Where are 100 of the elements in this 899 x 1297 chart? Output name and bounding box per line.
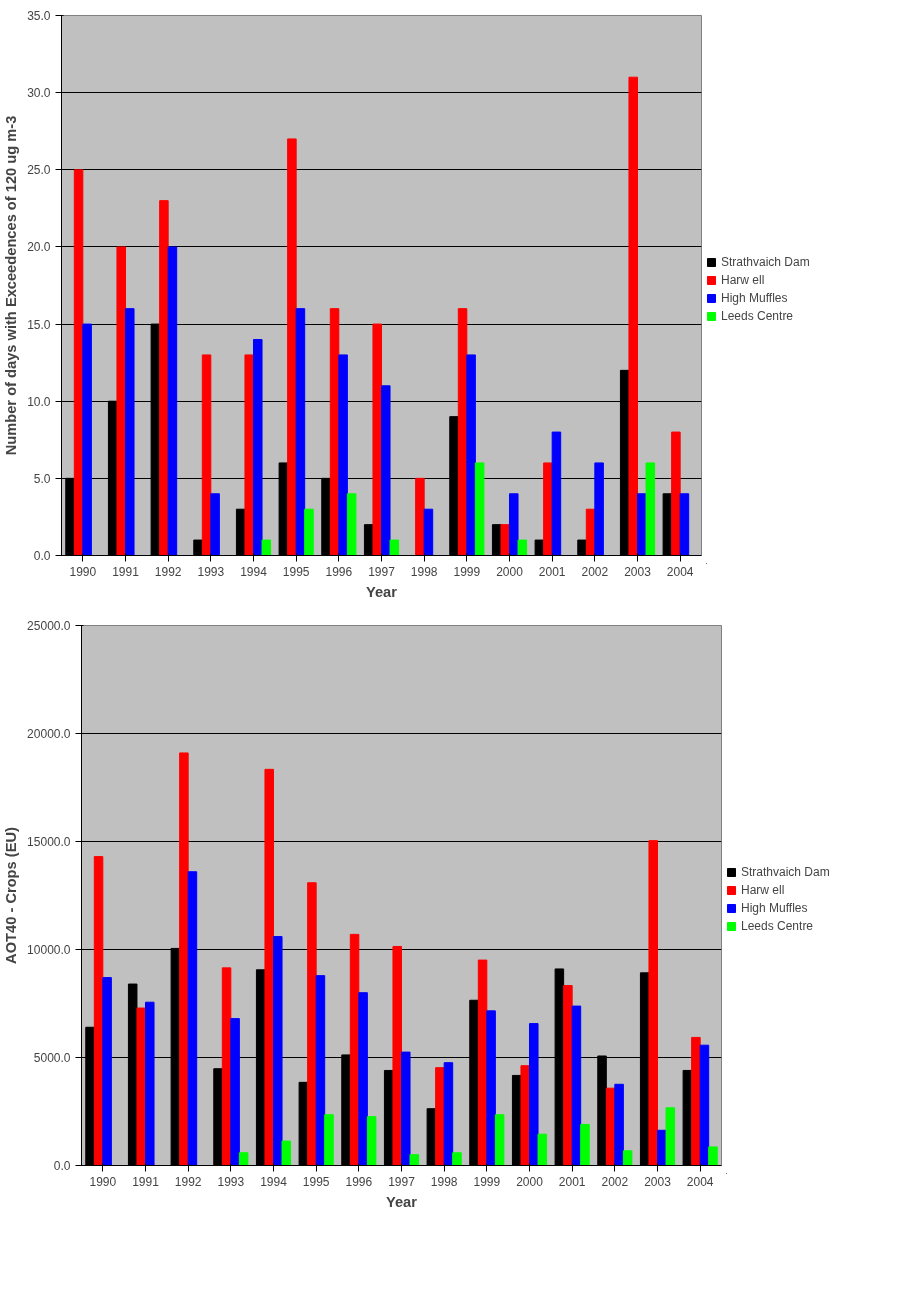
- bar: [389, 539, 400, 556]
- x-tick-label: 1995: [282, 564, 310, 579]
- bar: [261, 539, 272, 556]
- bar: [273, 936, 283, 1166]
- y-tick-label: 25.0: [27, 163, 51, 178]
- bar: [580, 1123, 590, 1166]
- bar: [167, 246, 178, 556]
- bar: [665, 1107, 676, 1166]
- bar: [116, 246, 126, 556]
- bar: [287, 138, 297, 556]
- bar: [381, 385, 391, 556]
- bar: [648, 840, 658, 1166]
- x-tick-label: 2004: [686, 1174, 714, 1189]
- x-tick-label: 2003: [624, 564, 652, 579]
- bar: [159, 200, 169, 556]
- x-tick-label: 2004: [666, 564, 694, 579]
- bar: [443, 1062, 454, 1166]
- x-tick-label: 2002: [581, 564, 609, 579]
- x-tick-label: 1994: [260, 1174, 288, 1189]
- y-tick-label: 0.0: [33, 549, 51, 563]
- x-tick-label: 2000: [496, 564, 524, 579]
- bar: [452, 1152, 462, 1166]
- bar: [529, 1023, 539, 1166]
- bar: [423, 508, 434, 556]
- bar: [594, 462, 604, 556]
- bar: [366, 1116, 377, 1166]
- bar: [628, 76, 638, 556]
- y-tick-label: 10.0: [27, 394, 51, 409]
- x-tick-label: 1992: [174, 1174, 202, 1189]
- legend-label: Strathvaich Dam: [741, 865, 830, 879]
- y-tick-label: 0.0: [53, 1159, 71, 1173]
- legend-label: Leeds Centre: [721, 309, 794, 323]
- bar: [543, 462, 553, 556]
- bar: [307, 882, 317, 1166]
- bar: [494, 1114, 505, 1166]
- x-axis-title: Year: [386, 1193, 418, 1210]
- legend-label: Strathvaich Dam: [721, 255, 810, 269]
- x-tick-label: 1996: [345, 1174, 373, 1189]
- bar: [691, 1036, 701, 1166]
- y-tick-label: 25000.0: [27, 619, 71, 633]
- bar: [415, 477, 425, 556]
- bar: [281, 1140, 292, 1166]
- bar: [614, 1083, 624, 1166]
- x-tick-label: 1999: [453, 564, 481, 579]
- bar: [563, 985, 573, 1166]
- legend-label: High Muffles: [721, 291, 788, 305]
- y-tick-label: 5.0: [33, 471, 51, 486]
- y-tick-label: 20000.0: [27, 727, 71, 741]
- bar: [324, 1114, 334, 1166]
- bar: [622, 1150, 633, 1166]
- bar: [708, 1146, 718, 1166]
- bar: [699, 1044, 710, 1166]
- y-tick-label: 5000.0: [33, 1051, 71, 1065]
- y-tick-label: 30.0: [27, 86, 51, 101]
- bar: [145, 1001, 155, 1166]
- bar: [264, 768, 274, 1166]
- x-axis-title: Year: [366, 583, 398, 600]
- bar: [401, 1051, 411, 1166]
- x-tick-label: 1996: [325, 564, 353, 579]
- bar: [517, 539, 528, 556]
- bar: [125, 308, 135, 556]
- bar: [304, 508, 314, 556]
- bar: [537, 1133, 548, 1166]
- bar: [346, 493, 357, 556]
- bar: [201, 354, 212, 556]
- bar: [295, 308, 306, 556]
- bar: [671, 431, 681, 556]
- y-axis-title: Number of days with Exceedences of 120 ug m-3: [3, 115, 20, 456]
- bar: [435, 1067, 445, 1166]
- y-tick-label: 20.0: [27, 240, 51, 255]
- legend-label: Harw ell: [721, 273, 765, 287]
- x-tick-label: 2000: [516, 1174, 544, 1189]
- bar: [179, 752, 189, 1166]
- x-tick-label: 1991: [132, 1174, 160, 1189]
- bar: [500, 524, 510, 556]
- bar: [238, 1152, 249, 1166]
- x-tick-label: 1990: [69, 564, 97, 579]
- bar: [338, 354, 348, 556]
- x-tick-label: 1992: [154, 564, 182, 579]
- x-tick-label: 1990: [89, 1174, 117, 1189]
- x-tick-label: 2001: [558, 1174, 586, 1189]
- x-tick-label: 1998: [430, 1174, 458, 1189]
- x-tick-label: 2001: [538, 564, 566, 579]
- y-tick-label: 15000.0: [27, 835, 71, 849]
- bar: [102, 977, 112, 1166]
- x-tick-label: 1998: [410, 564, 438, 579]
- bar: [372, 323, 382, 556]
- x-tick-label: 2002: [601, 1174, 629, 1189]
- x-tick-label: 1993: [197, 564, 225, 579]
- y-axis-title: AOT40 - Crops (EU): [3, 826, 20, 964]
- bar: [571, 1005, 582, 1166]
- bar: [486, 1010, 496, 1166]
- x-tick-label: 2003: [644, 1174, 672, 1189]
- bar: [679, 493, 690, 556]
- y-tick-label: 15.0: [27, 317, 51, 332]
- bar: [187, 871, 198, 1166]
- x-tick-label: 1997: [388, 1174, 416, 1189]
- y-tick-label: 10000.0: [27, 943, 71, 957]
- x-tick-label: 1997: [368, 564, 396, 579]
- bar: [392, 945, 402, 1166]
